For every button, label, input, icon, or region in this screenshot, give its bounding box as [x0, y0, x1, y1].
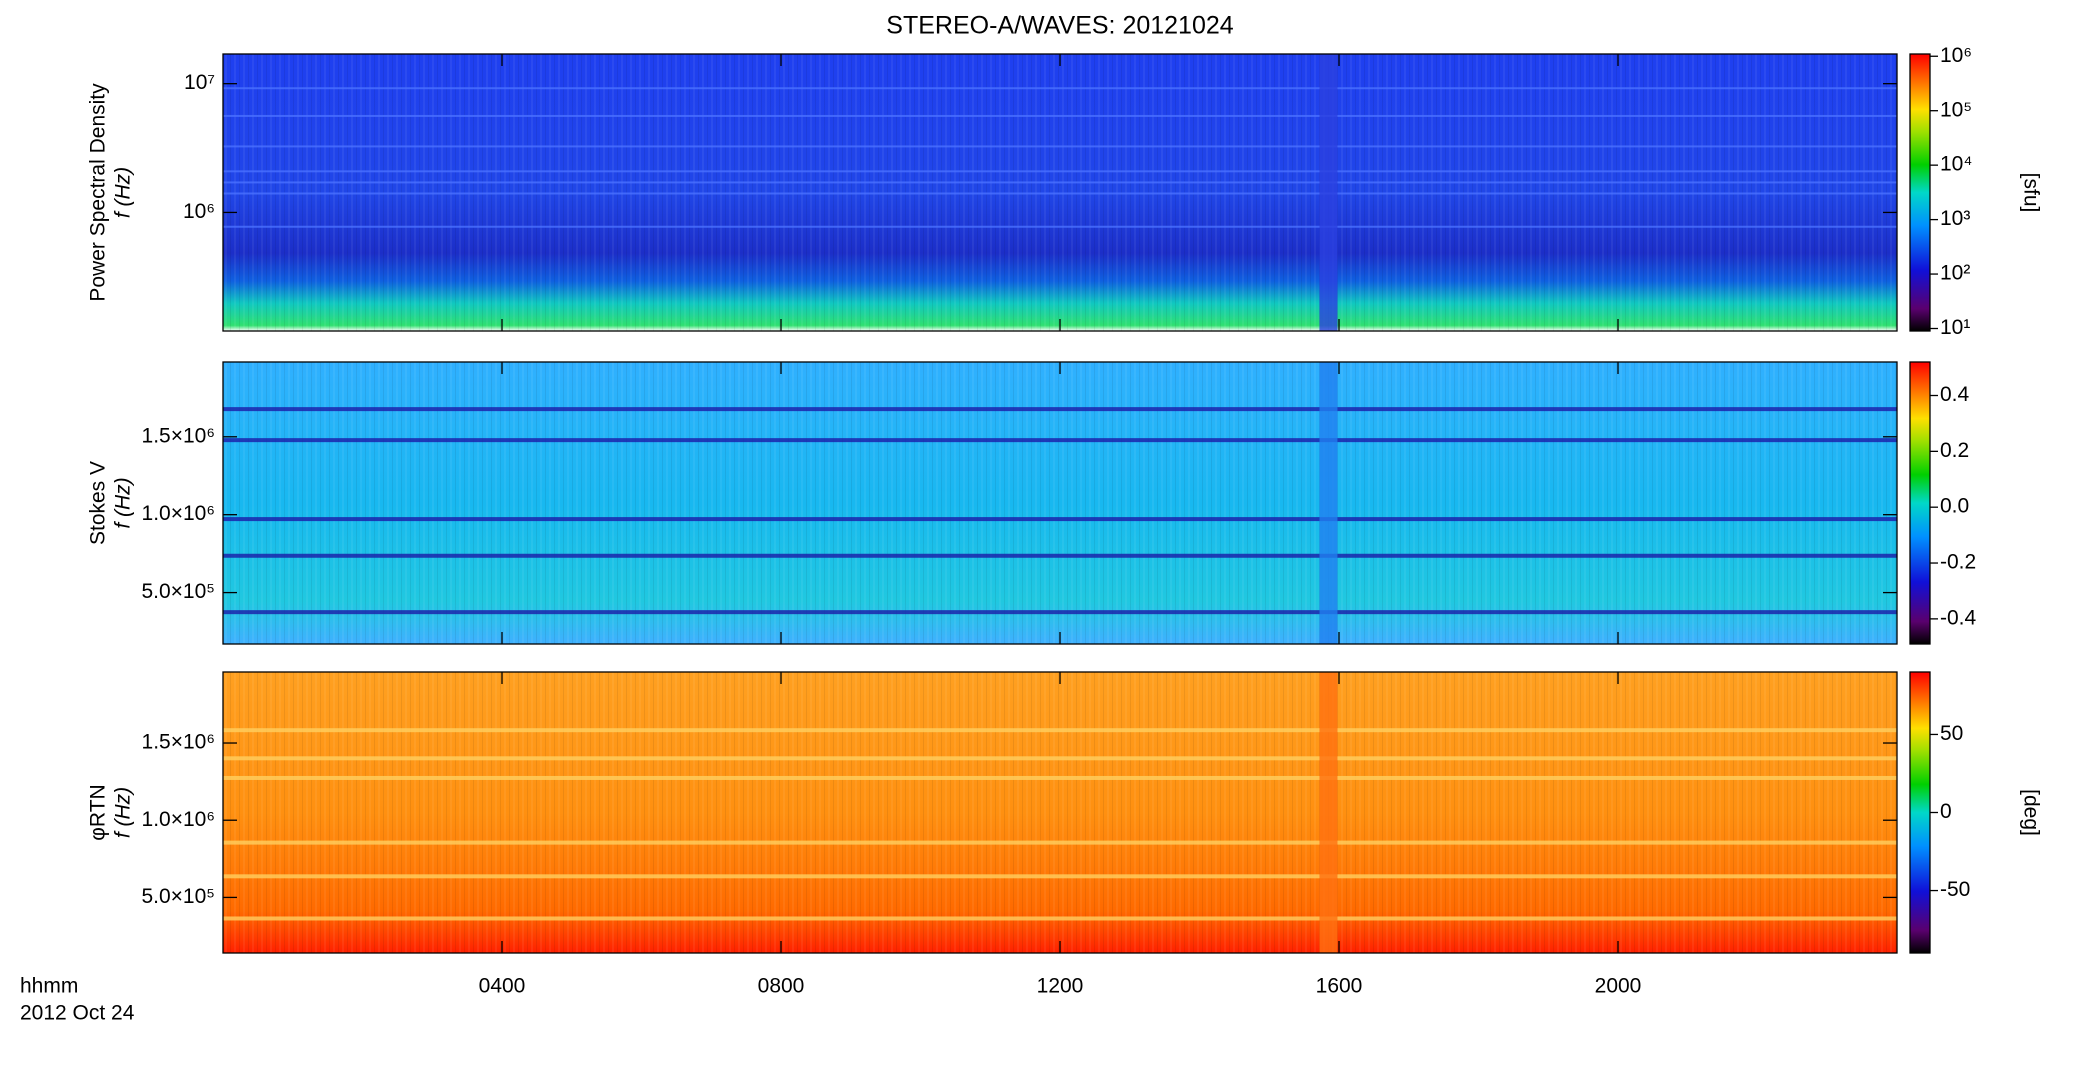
spectrogram-band — [223, 553, 1897, 558]
colorbar — [1910, 54, 1930, 331]
y-axis-label: f (Hz) — [112, 787, 135, 838]
y-axis-label: f (Hz) — [112, 477, 135, 528]
spectrogram-band — [223, 114, 1897, 117]
colorbar-label: [deg] — [2019, 789, 2042, 836]
colorbar-tick-label: 10¹ — [1940, 316, 1970, 339]
colorbar-tick-label: 50 — [1940, 722, 1963, 745]
spectrogram-band — [223, 87, 1897, 90]
spectrogram-band — [223, 756, 1897, 761]
y-tick-label: 5.0×10⁵ — [141, 885, 215, 908]
y-tick-label: 1.0×10⁶ — [142, 808, 215, 831]
colorbar-tick-label: -50 — [1940, 878, 1970, 901]
y-axis-label: f (Hz) — [112, 167, 135, 218]
x-tick-label: 0800 — [758, 975, 805, 998]
y-tick-label: 1.0×10⁶ — [142, 502, 215, 525]
spectrogram-texture — [223, 672, 1897, 953]
x-tick-label: 0400 — [479, 975, 526, 998]
colorbar-tick-label: 0.0 — [1940, 495, 1969, 518]
colorbar-label: [sfu] — [2019, 173, 2042, 213]
x-tick-label: 2000 — [1595, 975, 1642, 998]
y-axis-label: Stokes V — [87, 461, 110, 545]
spectrogram-band — [223, 170, 1897, 173]
spectrogram-band — [223, 775, 1897, 780]
spectrogram-band — [223, 728, 1897, 733]
colorbar-tick-label: -0.2 — [1940, 551, 1976, 574]
colorbar — [1910, 672, 1930, 953]
spectrogram-band — [223, 874, 1897, 879]
colorbar-tick-label: 10² — [1940, 262, 1970, 285]
colorbar-frame — [1909, 361, 1931, 645]
data-gap — [1319, 54, 1338, 331]
data-gap — [1319, 362, 1338, 644]
colorbar-tick-label: 0 — [1940, 800, 1952, 823]
y-axis-label: φRTN — [87, 784, 110, 840]
colorbar — [1910, 362, 1930, 644]
spectrogram-band — [223, 517, 1897, 522]
colorbar-tick-label: 10⁶ — [1940, 44, 1972, 67]
chart-title: STEREO-A/WAVES: 20121024 — [886, 12, 1233, 40]
spectrogram-band — [223, 610, 1897, 615]
colorbar-tick-label: -0.4 — [1940, 606, 1977, 629]
colorbar-tick-label: 10⁴ — [1940, 153, 1972, 176]
colorbar-tick-label: 10⁵ — [1940, 98, 1972, 121]
colorbar-tick-label: 0.2 — [1940, 439, 1969, 462]
spectrogram-band — [223, 181, 1897, 184]
spectrogram-band — [223, 438, 1897, 443]
y-tick-label: 10⁷ — [184, 71, 215, 94]
spectrogram-band — [223, 840, 1897, 845]
colorbar-frame — [1909, 53, 1931, 332]
x-tick-label: 1200 — [1037, 975, 1084, 998]
y-tick-label: 1.5×10⁶ — [142, 424, 215, 447]
y-tick-label: 10⁶ — [183, 200, 215, 223]
colorbar-tick-label: 10³ — [1940, 207, 1970, 230]
x-axis-label: hhmm — [20, 975, 78, 998]
colorbar-tick-label: 0.4 — [1940, 383, 1970, 406]
spectrogram-texture — [223, 362, 1897, 644]
spectrogram-band — [223, 407, 1897, 412]
spectrogram-band — [223, 916, 1897, 921]
spectrogram-band — [223, 225, 1897, 228]
data-gap — [1319, 672, 1338, 953]
date-label: 2012 Oct 24 — [20, 1002, 135, 1025]
y-tick-label: 1.5×10⁶ — [142, 731, 215, 754]
y-tick-label: 5.0×10⁵ — [141, 580, 215, 603]
y-axis-label: Power Spectral Density — [87, 83, 110, 302]
spectrogram-band — [223, 192, 1897, 195]
x-tick-label: 1600 — [1316, 975, 1363, 998]
spectrogram-band — [223, 145, 1897, 148]
